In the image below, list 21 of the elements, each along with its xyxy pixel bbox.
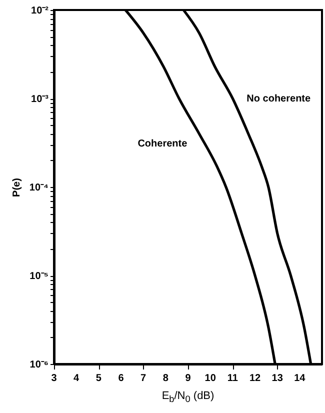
y-axis-title: P(e)	[11, 178, 22, 197]
x-tick-label: 7	[140, 373, 147, 384]
x-axis-title: E$_{b}$/N$_{0}$ (dB)	[160, 390, 216, 404]
y-tick-label: 10⁻⁵	[30, 271, 49, 282]
x-tick-label: 10	[204, 373, 216, 384]
x-tick-label: 13	[272, 373, 284, 384]
x-tick-label: 5	[96, 373, 102, 384]
x-tick-label: 9	[185, 373, 192, 384]
y-tick-label: 10⁻²	[31, 6, 50, 16]
x-tick-label: 3	[51, 373, 58, 384]
y-tick-label: 10⁻³	[31, 94, 50, 105]
series-label: Coherente	[138, 138, 188, 150]
x-tick-label: 4	[74, 373, 80, 384]
y-tick-label: 10⁻⁴	[29, 182, 49, 194]
x-tick-label: 14	[294, 373, 306, 384]
y-tick-label: 10⁻⁶	[30, 360, 48, 370]
x-tick-label: 6	[118, 373, 124, 384]
series-label: No coherente	[246, 94, 312, 104]
x-tick-label: 11	[227, 373, 238, 384]
x-tick-label: 8	[162, 373, 169, 384]
x-tick-label: 12	[249, 373, 261, 384]
